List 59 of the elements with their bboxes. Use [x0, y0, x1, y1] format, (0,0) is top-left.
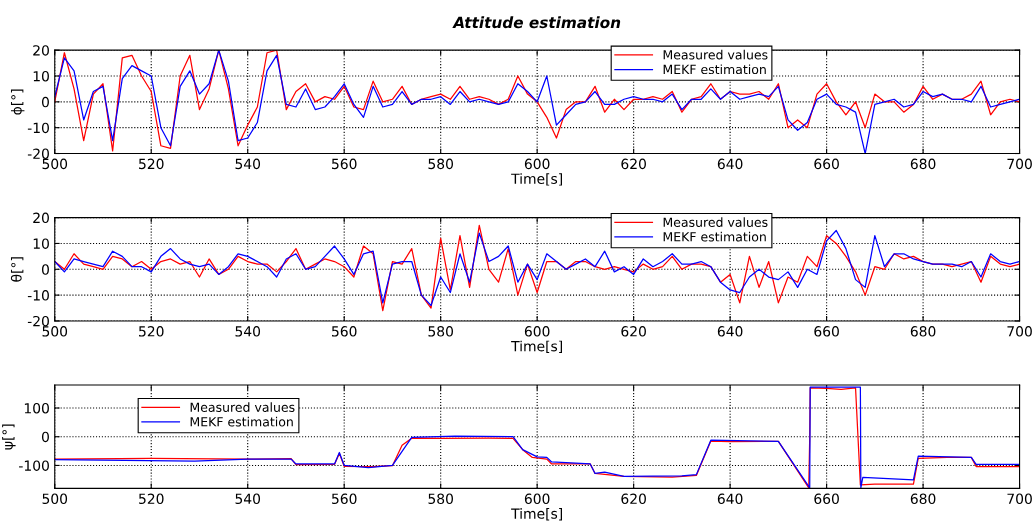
x-tick-label: 500 — [42, 158, 68, 170]
y-axis-title: θ[°] — [10, 257, 24, 282]
x-axis-title: Time[s] — [511, 173, 562, 186]
y-tick-label: 0 — [41, 96, 49, 108]
legend-label: Measured values — [190, 402, 295, 412]
legend-label: MEKF estimation — [190, 416, 293, 427]
y-tick-label: 100 — [24, 402, 49, 414]
x-tick-label: 600 — [524, 158, 550, 170]
x-tick-label: 700 — [1007, 326, 1032, 337]
legend-label: MEKF estimation — [663, 64, 766, 75]
x-tick-label: 700 — [1007, 158, 1032, 170]
x-tick-label: 620 — [621, 326, 646, 337]
x-tick-label: 540 — [235, 158, 261, 170]
x-tick-label: 600 — [524, 493, 550, 505]
x-tick-label: 700 — [1007, 493, 1032, 505]
x-tick-label: 540 — [235, 326, 261, 337]
x-tick-label: 580 — [428, 326, 454, 337]
x-tick-label: 640 — [717, 326, 743, 337]
x-tick-label: 640 — [717, 493, 743, 505]
y-tick-label: 10 — [33, 70, 49, 82]
x-tick-label: 660 — [814, 493, 839, 505]
y-tick-label: 0 — [41, 431, 49, 443]
x-tick-label: 560 — [332, 326, 357, 337]
x-tick-label: 640 — [717, 158, 743, 170]
x-tick-label: 580 — [428, 493, 454, 505]
legend-label: Measured values — [663, 217, 768, 227]
x-tick-label: 500 — [42, 326, 68, 337]
x-tick-label: 540 — [235, 493, 261, 505]
x-tick-label: 500 — [42, 493, 68, 505]
y-tick-label: 0 — [41, 264, 49, 275]
x-tick-label: 680 — [910, 158, 936, 170]
y-tick-label: -10 — [27, 122, 49, 134]
legend-label: Measured values — [663, 49, 768, 60]
x-tick-label: 660 — [814, 326, 839, 337]
x-tick-label: 600 — [524, 326, 550, 337]
y-tick-label: -20 — [27, 148, 49, 159]
y-tick-label: -100 — [19, 460, 49, 471]
x-axis-title: Time[s] — [511, 508, 562, 521]
legend-label: MEKF estimation — [663, 231, 766, 242]
y-tick-label: 20 — [33, 212, 49, 224]
x-tick-label: 660 — [814, 158, 839, 170]
x-tick-label: 620 — [621, 158, 646, 170]
x-tick-label: 620 — [621, 493, 646, 505]
x-tick-label: 520 — [139, 158, 164, 170]
x-tick-label: 520 — [139, 326, 164, 337]
x-tick-label: 520 — [139, 493, 164, 505]
chart-title: Attitude estimation — [452, 16, 621, 29]
x-tick-label: 680 — [910, 326, 936, 337]
y-tick-label: 20 — [33, 45, 49, 56]
x-axis-title: Time[s] — [511, 340, 562, 354]
y-axis-title: ψ[°] — [2, 424, 16, 450]
y-axis-title: ϕ[°] — [10, 89, 25, 115]
x-tick-label: 560 — [332, 158, 357, 170]
y-tick-label: -10 — [27, 290, 49, 301]
x-tick-label: 580 — [428, 158, 454, 170]
y-tick-label: 10 — [33, 238, 49, 249]
y-tick-label: -20 — [27, 315, 49, 327]
x-tick-label: 680 — [910, 493, 936, 505]
x-tick-label: 560 — [332, 493, 357, 505]
